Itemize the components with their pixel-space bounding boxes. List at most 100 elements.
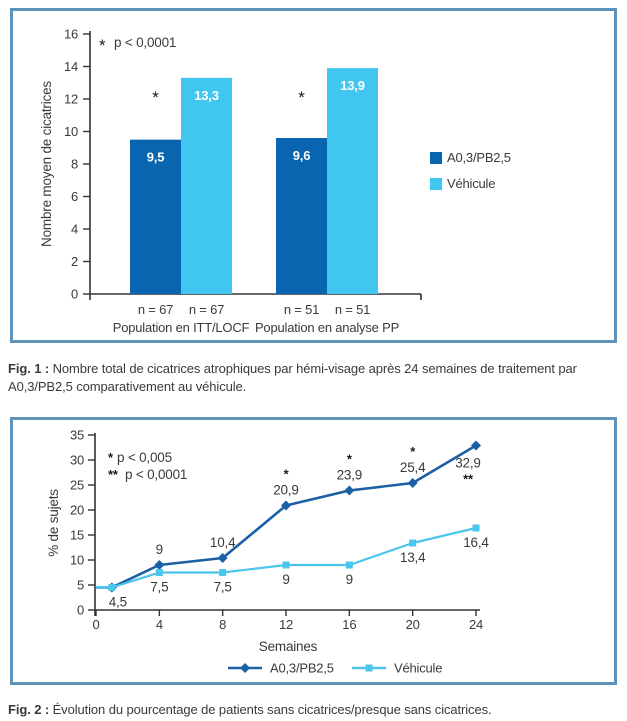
- x-tick-label: 16: [342, 617, 356, 632]
- data-point-diamond: [407, 478, 418, 488]
- annotation-sig: **: [108, 467, 119, 482]
- point-sig: **: [463, 472, 474, 487]
- significance-marker: *: [152, 88, 159, 107]
- bar-chart: 0 2 4 6 8 10 12 14 16 9,5 * n = 67 13,3 n = 67 Populat…: [39, 27, 511, 336]
- data-point-diamond: [217, 553, 228, 563]
- bar-n-label: n = 67: [138, 302, 173, 317]
- point-label: 9: [156, 542, 163, 557]
- y-tick-label: 30: [70, 453, 84, 468]
- data-point-square: [108, 584, 116, 591]
- figure-2-panel: 0 5 10 15 20 25 30 35 0 4 8 12 16 20 24 Semaines % de su…: [10, 417, 617, 685]
- point-label: 13,4: [400, 550, 426, 565]
- legend-label: Véhicule: [394, 661, 442, 676]
- y-tick-label: 2: [71, 254, 78, 269]
- y-tick-label: 15: [70, 528, 84, 543]
- point-sig: *: [410, 444, 416, 459]
- data-point-square: [472, 524, 480, 532]
- x-tick-label: 24: [469, 617, 483, 632]
- y-tick-label: 0: [77, 603, 84, 618]
- legend-label: A0,3/PB2,5: [447, 150, 511, 165]
- data-point-square: [365, 664, 373, 672]
- y-tick-label: 5: [77, 578, 84, 593]
- data-point-diamond: [281, 500, 291, 511]
- annotation-text: p < 0,0001: [114, 35, 176, 50]
- data-point-diamond: [240, 663, 250, 673]
- bar: [181, 77, 232, 294]
- figure-2-caption-prefix: Fig. 2 :: [8, 702, 50, 717]
- figure-2-caption-text: Évolution du pourcentage de patients san…: [49, 702, 492, 717]
- group-label: Population en ITT/LOCF: [113, 320, 250, 335]
- legend-label: Véhicule: [447, 176, 495, 191]
- x-tick-label: 4: [156, 617, 163, 632]
- legend-swatch: [430, 152, 442, 164]
- y-tick-label: 16: [64, 27, 78, 42]
- point-label: 20,9: [273, 483, 298, 498]
- point-sig: *: [284, 467, 290, 482]
- bar-value-label: 13,9: [340, 78, 365, 93]
- data-point-diamond: [154, 560, 165, 570]
- y-tick-label: 4: [71, 222, 78, 237]
- y-tick-label: 25: [70, 478, 84, 493]
- y-axis-title: Nombre moyen de cicatrices: [39, 81, 54, 247]
- x-tick-label: 0: [92, 617, 99, 632]
- legend-label: A0,3/PB2,5: [270, 661, 334, 676]
- y-tick-label: 6: [71, 189, 78, 204]
- series-line: [96, 444, 477, 589]
- series-line: [96, 526, 477, 589]
- bar-n-label: n = 67: [189, 302, 224, 317]
- bar: [276, 138, 327, 294]
- y-axis-title: % de sujets: [46, 489, 61, 557]
- point-label: 7,5: [150, 580, 168, 595]
- figure-1-panel: 0 2 4 6 8 10 12 14 16 9,5 * n = 67 13,3 n = 67 Populat…: [10, 8, 617, 343]
- y-tick-label: 14: [64, 59, 78, 74]
- point-label: 9: [346, 572, 353, 587]
- x-tick-label: 20: [406, 617, 420, 632]
- data-point-square: [219, 569, 227, 576]
- bar-n-label: n = 51: [335, 302, 370, 317]
- group-label: Population en analyse PP: [255, 320, 399, 335]
- y-tick-label: 0: [71, 287, 78, 302]
- bar-n-label: n = 51: [284, 302, 319, 317]
- data-point-square: [409, 539, 417, 547]
- y-tick-label: 12: [64, 92, 78, 107]
- annotation-sig: *: [108, 450, 114, 465]
- significance-marker: *: [298, 88, 305, 107]
- point-label: 23,9: [337, 468, 362, 483]
- legend-swatch: [430, 178, 442, 190]
- x-tick-label: 8: [219, 617, 226, 632]
- point-label: 25,4: [400, 460, 426, 475]
- data-point-square: [345, 561, 353, 569]
- x-tick-label: 12: [279, 617, 293, 632]
- figure-2-caption: Fig. 2 : Évolution du pourcentage de pat…: [8, 701, 621, 719]
- annotation-text: p < 0,0001: [125, 467, 187, 482]
- bar: [327, 68, 378, 294]
- point-label: 4,5: [109, 595, 127, 610]
- point-label: 10,4: [210, 535, 236, 550]
- y-tick-label: 10: [64, 124, 78, 139]
- data-point-diamond: [471, 440, 481, 451]
- x-axis-title: Semaines: [259, 639, 318, 654]
- y-tick-label: 35: [70, 428, 84, 443]
- figure-1-caption-prefix: Fig. 1 :: [8, 361, 50, 376]
- y-tick-label: 20: [70, 503, 84, 518]
- point-label: 9: [282, 572, 289, 587]
- point-label: 32,9: [455, 456, 480, 471]
- figure-1-caption: Fig. 1 : Nombre total de cicatrices atro…: [8, 360, 621, 397]
- point-sig: *: [347, 452, 353, 467]
- y-tick-label: 10: [70, 553, 84, 568]
- annotation-text: p < 0,005: [117, 450, 172, 465]
- bar-value-label: 9,6: [293, 148, 310, 163]
- point-label: 7,5: [214, 580, 232, 595]
- bar-value-label: 9,5: [147, 150, 164, 165]
- data-point-square: [282, 561, 290, 569]
- annotation-sig: *: [99, 36, 106, 55]
- data-point-square: [155, 569, 163, 576]
- line-chart: 0 5 10 15 20 25 30 35 0 4 8 12 16 20 24 Semaines % de su…: [46, 428, 490, 676]
- data-point-diamond: [344, 485, 355, 496]
- figure-1-caption-text: Nombre total de cicatrices atrophiques p…: [8, 361, 577, 395]
- bar: [130, 139, 181, 294]
- bar-value-label: 13,3: [194, 88, 219, 103]
- y-tick-label: 8: [71, 157, 78, 172]
- point-label: 16,4: [463, 535, 489, 550]
